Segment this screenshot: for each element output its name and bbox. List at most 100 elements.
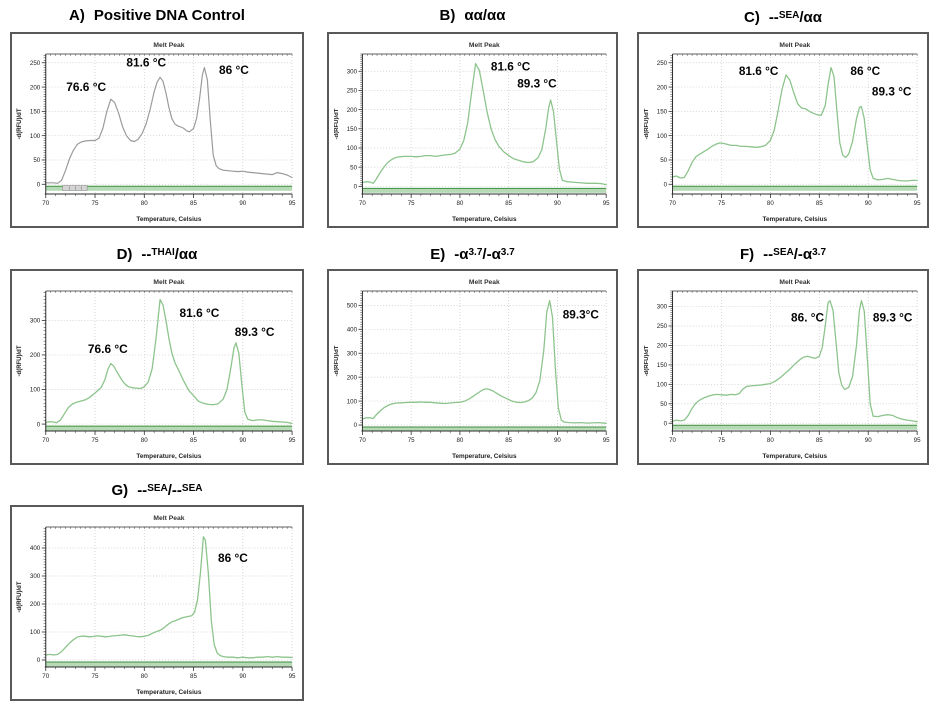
svg-text:50: 50 bbox=[660, 401, 667, 408]
panel-b: B) αα/αα 70 75 80 85 90 95 0 50 100 150 200 250 300 Me… bbox=[327, 6, 618, 228]
svg-text:50: 50 bbox=[33, 157, 40, 164]
svg-text:80: 80 bbox=[141, 437, 148, 444]
svg-text:76.6 °C: 76.6 °C bbox=[66, 80, 106, 94]
panel-c-heading: C) --SEA/αα bbox=[637, 6, 929, 26]
svg-text:0: 0 bbox=[37, 657, 41, 664]
svg-text:150: 150 bbox=[347, 126, 358, 133]
svg-text:75: 75 bbox=[408, 200, 415, 207]
svg-text:Melt Peak: Melt Peak bbox=[153, 279, 184, 286]
svg-text:-d(RFU)/dT: -d(RFU)/dT bbox=[334, 108, 340, 139]
melt-peak-chart: 70 75 80 85 90 95 0 50 100 150 200 250 300 Melt Peak T… bbox=[334, 42, 610, 223]
panel-e: E) -α3.7/-α3.7 70 75 80 85 90 95 0 100 200 300 400 5… bbox=[327, 243, 618, 465]
svg-text:86. °C: 86. °C bbox=[791, 310, 824, 324]
svg-text:200: 200 bbox=[657, 343, 668, 350]
svg-text:80: 80 bbox=[141, 673, 148, 680]
panel-g: G) --SEA/--SEA 70 75 80 85 90 95 0 100 200 300 400 M… bbox=[10, 479, 304, 701]
svg-text:89.3°C: 89.3°C bbox=[563, 307, 600, 321]
panel-g-heading: G) --SEA/--SEA bbox=[10, 479, 304, 499]
svg-text:250: 250 bbox=[30, 60, 41, 67]
svg-text:81.6 °C: 81.6 °C bbox=[491, 59, 531, 73]
svg-text:400: 400 bbox=[30, 545, 41, 552]
panel-a: A) Positive DNA Control 70 75 80 85 90 95 0 50 10… bbox=[10, 6, 304, 228]
svg-text:75: 75 bbox=[408, 437, 415, 444]
svg-text:95: 95 bbox=[289, 437, 296, 444]
svg-text:95: 95 bbox=[603, 437, 610, 444]
svg-text:76.6 °C: 76.6 °C bbox=[88, 342, 128, 356]
svg-text:0: 0 bbox=[354, 183, 358, 190]
panel-g-chart-frame: 70 75 80 85 90 95 0 100 200 300 400 Melt Peak Temper… bbox=[10, 505, 304, 701]
svg-text:100: 100 bbox=[347, 145, 358, 152]
svg-text:-d(RFU)/dT: -d(RFU)/dT bbox=[334, 345, 340, 376]
svg-text:95: 95 bbox=[603, 200, 610, 207]
svg-text:90: 90 bbox=[239, 200, 246, 207]
svg-text:85: 85 bbox=[816, 437, 823, 444]
panel-genotype: --SEA/-α3.7 bbox=[763, 246, 827, 263]
panel-letter: C) bbox=[743, 9, 760, 26]
svg-text:Temperature, Celsius: Temperature, Celsius bbox=[452, 453, 517, 460]
svg-text:500: 500 bbox=[347, 303, 358, 310]
panel-b-chart-frame: 70 75 80 85 90 95 0 50 100 150 200 250 300 Melt Peak T… bbox=[327, 32, 618, 228]
panel-a-chart-frame: 70 75 80 85 90 95 0 50 100 150 200 250 Melt Peak Temp… bbox=[10, 32, 304, 228]
svg-text:85: 85 bbox=[190, 437, 197, 444]
svg-text:0: 0 bbox=[354, 422, 358, 429]
svg-text:85: 85 bbox=[505, 200, 512, 207]
svg-text:Temperature, Celsius: Temperature, Celsius bbox=[763, 216, 828, 223]
panel-letter: E) bbox=[430, 246, 446, 263]
panel-letter: B) bbox=[439, 7, 456, 24]
panel-c: C) --SEA/αα 70 75 80 85 90 95 0 50 100 150 200 250 Me… bbox=[637, 6, 929, 228]
svg-text:90: 90 bbox=[865, 437, 872, 444]
svg-text:Temperature, Celsius: Temperature, Celsius bbox=[763, 453, 828, 460]
panel-e-chart-frame: 70 75 80 85 90 95 0 100 200 300 400 500 Melt Peak Tem… bbox=[327, 269, 618, 465]
svg-text:200: 200 bbox=[30, 601, 41, 608]
svg-text:200: 200 bbox=[347, 107, 358, 114]
svg-text:70: 70 bbox=[42, 200, 49, 207]
svg-text:89.3 °C: 89.3 °C bbox=[235, 325, 275, 339]
panel-d-chart-frame: 70 75 80 85 90 95 0 100 200 300 Melt Peak Temperatu… bbox=[10, 269, 304, 465]
svg-text:Melt Peak: Melt Peak bbox=[779, 279, 810, 286]
panel-genotype: -α3.7/-α3.7 bbox=[454, 246, 515, 263]
svg-text:90: 90 bbox=[239, 437, 246, 444]
svg-text:0: 0 bbox=[37, 181, 41, 188]
panel-a-heading: A) Positive DNA Control bbox=[10, 6, 304, 26]
panel-d: D) --THAI/αα 70 75 80 85 90 95 0 100 200 300 Melt P… bbox=[10, 243, 304, 465]
svg-text:89.3 °C: 89.3 °C bbox=[517, 76, 557, 90]
svg-text:0: 0 bbox=[664, 420, 668, 427]
melt-peak-chart: 70 75 80 85 90 95 0 100 200 300 400 500 Melt Peak Tem… bbox=[334, 279, 610, 460]
svg-text:Melt Peak: Melt Peak bbox=[153, 42, 184, 49]
svg-text:Temperature, Celsius: Temperature, Celsius bbox=[136, 216, 201, 223]
svg-text:100: 100 bbox=[347, 398, 358, 405]
svg-text:70: 70 bbox=[42, 437, 49, 444]
svg-text:Melt Peak: Melt Peak bbox=[469, 279, 500, 286]
melt-peak-chart: 70 75 80 85 90 95 0 50 100 150 200 250 Melt Peak Temp… bbox=[17, 42, 296, 223]
svg-text:70: 70 bbox=[359, 437, 366, 444]
melt-peak-chart: 70 75 80 85 90 95 0 50 100 150 200 250 Melt Peak Temp… bbox=[644, 42, 921, 223]
svg-text:70: 70 bbox=[669, 437, 676, 444]
svg-text:86 °C: 86 °C bbox=[850, 64, 880, 78]
panel-letter: D) bbox=[116, 246, 133, 263]
panel-genotype: --SEA/--SEA bbox=[137, 482, 203, 499]
svg-text:300: 300 bbox=[347, 350, 358, 357]
svg-text:90: 90 bbox=[865, 200, 872, 207]
panel-letter: A) bbox=[69, 7, 85, 24]
svg-text:150: 150 bbox=[657, 362, 668, 369]
panel-f-heading: F) --SEA/-α3.7 bbox=[637, 243, 929, 263]
svg-text:Temperature, Celsius: Temperature, Celsius bbox=[136, 689, 201, 696]
svg-text:95: 95 bbox=[914, 437, 921, 444]
svg-text:250: 250 bbox=[347, 88, 358, 95]
svg-text:75: 75 bbox=[718, 437, 725, 444]
panel-b-heading: B) αα/αα bbox=[327, 6, 618, 26]
svg-text:300: 300 bbox=[347, 68, 358, 75]
svg-text:200: 200 bbox=[657, 84, 668, 91]
svg-text:Melt Peak: Melt Peak bbox=[779, 42, 810, 49]
svg-text:400: 400 bbox=[347, 326, 358, 333]
svg-text:89.3 °C: 89.3 °C bbox=[873, 310, 913, 324]
svg-text:150: 150 bbox=[30, 109, 41, 116]
melt-peak-chart: 70 75 80 85 90 95 0 100 200 300 Melt Peak Temperatu… bbox=[17, 279, 296, 460]
svg-text:89.3 °C: 89.3 °C bbox=[872, 84, 912, 98]
svg-text:150: 150 bbox=[657, 109, 668, 116]
panel-e-heading: E) -α3.7/-α3.7 bbox=[327, 243, 618, 263]
svg-text:90: 90 bbox=[554, 437, 561, 444]
svg-text:70: 70 bbox=[359, 200, 366, 207]
svg-text:-d(RFU)/dT: -d(RFU)/dT bbox=[17, 108, 23, 139]
svg-text:75: 75 bbox=[718, 200, 725, 207]
